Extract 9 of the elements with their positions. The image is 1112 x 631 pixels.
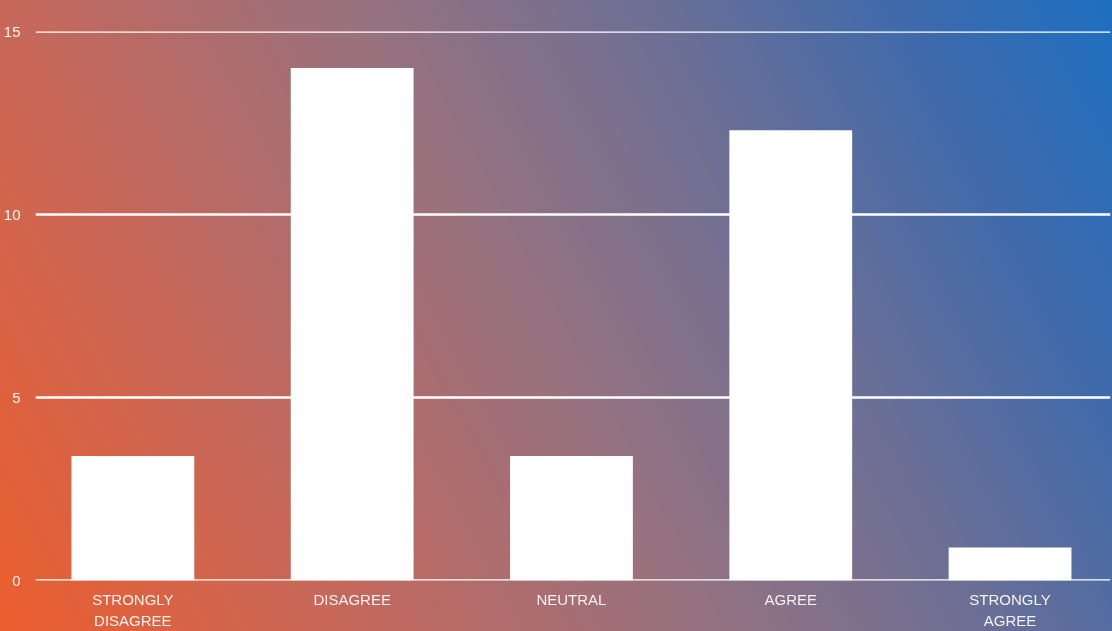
y-tick-label: 15 bbox=[3, 22, 21, 40]
x-tick-label: STRONGLY AGREE bbox=[969, 590, 1051, 629]
x-tick-label: STRONGLY DISAGREE bbox=[92, 590, 174, 629]
x-tick-label: AGREE bbox=[764, 590, 818, 608]
y-tick-label: 0 bbox=[12, 571, 21, 589]
x-tick-label: DISAGREE bbox=[313, 590, 391, 608]
y-tick-label: 5 bbox=[12, 388, 21, 406]
x-tick-label: NEUTRAL bbox=[536, 590, 607, 608]
y-tick-label: 10 bbox=[3, 205, 21, 223]
